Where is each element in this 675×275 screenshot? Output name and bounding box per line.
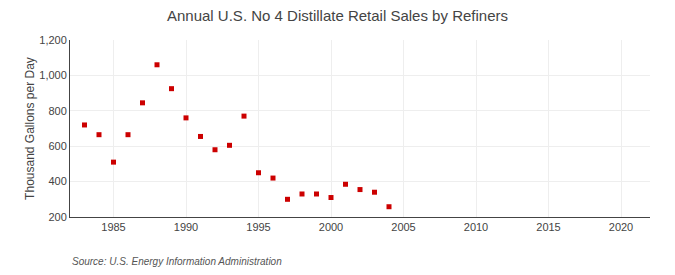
svg-text:2000: 2000 (319, 221, 343, 233)
svg-text:1995: 1995 (246, 221, 270, 233)
svg-text:2020: 2020 (609, 221, 633, 233)
svg-text:1,200: 1,200 (39, 34, 67, 46)
svg-text:Annual U.S. No 4 Distillate Re: Annual U.S. No 4 Distillate Retail Sales… (167, 7, 508, 24)
svg-text:1,000: 1,000 (39, 69, 67, 81)
svg-text:2010: 2010 (464, 221, 488, 233)
svg-text:2005: 2005 (391, 221, 415, 233)
svg-text:400: 400 (48, 175, 66, 187)
svg-text:1990: 1990 (174, 221, 198, 233)
svg-text:200: 200 (48, 211, 66, 223)
svg-text:800: 800 (48, 105, 66, 117)
svg-text:Thousand Gallons per Day: Thousand Gallons per Day (23, 57, 37, 200)
svg-text:Source: U.S. Energy Informatio: Source: U.S. Energy Information Administ… (72, 256, 282, 267)
svg-text:2015: 2015 (536, 221, 560, 233)
svg-text:1985: 1985 (101, 221, 125, 233)
svg-text:600: 600 (48, 140, 66, 152)
